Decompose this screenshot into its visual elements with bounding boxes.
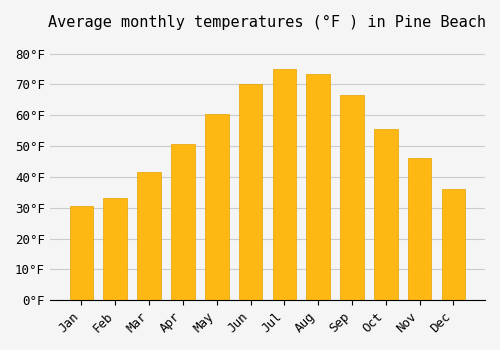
Bar: [306, 74, 330, 300]
Bar: [138, 172, 161, 300]
Bar: [374, 129, 398, 300]
Title: Average monthly temperatures (°F ) in Pine Beach: Average monthly temperatures (°F ) in Pi…: [48, 15, 486, 30]
Bar: [272, 69, 296, 300]
Bar: [205, 114, 229, 300]
Bar: [104, 198, 127, 300]
Bar: [442, 189, 465, 300]
Bar: [408, 158, 432, 300]
Bar: [70, 206, 94, 300]
Bar: [171, 145, 194, 300]
Bar: [238, 84, 262, 300]
Bar: [340, 95, 364, 300]
